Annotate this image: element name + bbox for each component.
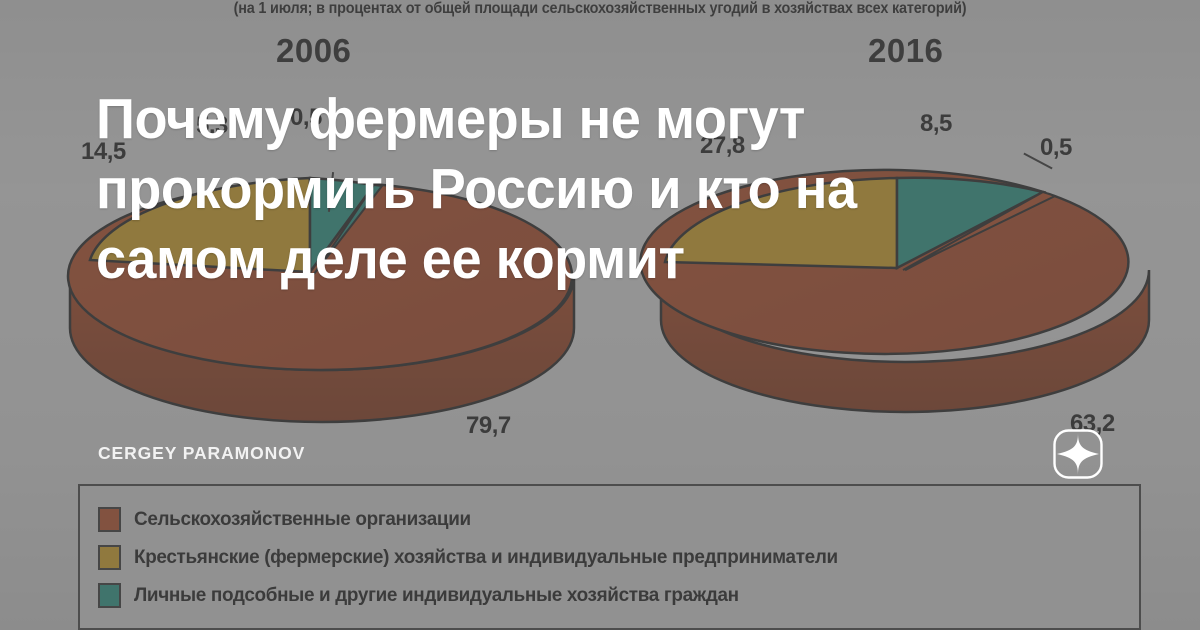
page-title: Почему фермеры не могут прокормить Росси… [96, 87, 857, 291]
zen-logo-frame [1053, 429, 1103, 479]
zen-logo-star [1057, 433, 1099, 475]
author-byline: CERGEY PARAMONOV [98, 443, 306, 463]
zen-logo-svg [1053, 429, 1103, 479]
zen-logo-icon[interactable] [1052, 428, 1104, 480]
